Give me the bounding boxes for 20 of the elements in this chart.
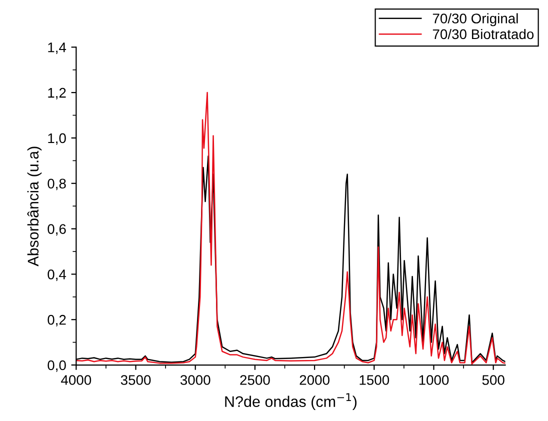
y-tick-label: 0,6 [48,224,66,236]
y-tick-label: 0,0 [48,360,66,372]
y-tick-label: 0,2 [48,314,66,326]
legend-label: 70/30 Biotratado [432,28,534,40]
x-tick-label: 1500 [360,375,390,385]
x-tick-label: 500 [482,375,504,385]
x-tick-label: 1000 [419,375,449,385]
y-tick-label: 1,0 [48,133,66,145]
y-axis-title: Absorbância (u.a) [27,146,42,266]
y-tick-label: 0,8 [48,178,66,190]
y-tick-label: 1,4 [48,42,66,54]
x-tick-label: 2000 [300,375,330,385]
x-tick-label: 3500 [120,375,151,385]
y-tick-label: 1,2 [48,88,66,100]
x-tick-label: 4000 [61,375,92,385]
y-tick-label: 0,4 [48,270,66,281]
x-tick-label: 2500 [240,375,270,385]
x-axis-title: N?de ondas (cm$^{−1}$) [225,393,357,410]
legend-label: 70/30 Original [432,13,518,26]
x-tick-label: 3000 [180,375,210,385]
